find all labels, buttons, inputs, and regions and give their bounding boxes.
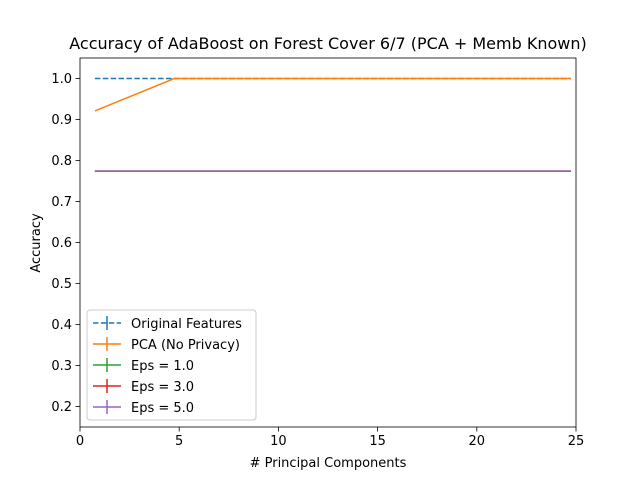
x-tick-label: 0 xyxy=(76,434,84,449)
x-tick-label: 5 xyxy=(175,434,183,449)
x-tick-label: 20 xyxy=(469,434,486,449)
y-tick-label: 1.0 xyxy=(51,72,72,87)
legend-label: PCA (No Privacy) xyxy=(131,338,240,353)
x-tick-label: 15 xyxy=(369,434,386,449)
y-tick-label: 0.9 xyxy=(51,113,72,128)
legend-label: Eps = 3.0 xyxy=(131,380,194,395)
y-axis-title: Accuracy xyxy=(29,213,44,273)
x-tick-label: 25 xyxy=(568,434,585,449)
plot-area xyxy=(94,77,572,172)
legend-box xyxy=(86,309,257,421)
y-tick-label: 0.6 xyxy=(51,236,72,251)
legend-label: Original Features xyxy=(131,317,242,332)
y-tick-label: 0.3 xyxy=(51,359,72,374)
y-tick-label: 0.4 xyxy=(51,318,72,333)
legend: Original Features PCA (No Privacy) Eps = 1… xyxy=(86,309,257,421)
legend-label: Eps = 5.0 xyxy=(131,401,194,416)
y-tick-label: 0.7 xyxy=(51,195,72,210)
legend-label: Eps = 1.0 xyxy=(131,359,194,374)
series-line-2 xyxy=(94,77,572,112)
x-axis-title: # Principal Components xyxy=(250,456,407,471)
y-tick-label: 0.8 xyxy=(51,154,72,169)
chart-title: Accuracy of AdaBoost on Forest Cover 6/7… xyxy=(69,34,586,53)
axes: 0 5 10 15 20 25 0.2 0.3 0.4 0.5 0.6 0.7 0.8 0.9 1.0 xyxy=(51,57,585,449)
y-tick-label: 0.5 xyxy=(51,277,72,292)
x-tick-label: 10 xyxy=(270,434,287,449)
y-tick-label: 0.2 xyxy=(51,400,72,415)
